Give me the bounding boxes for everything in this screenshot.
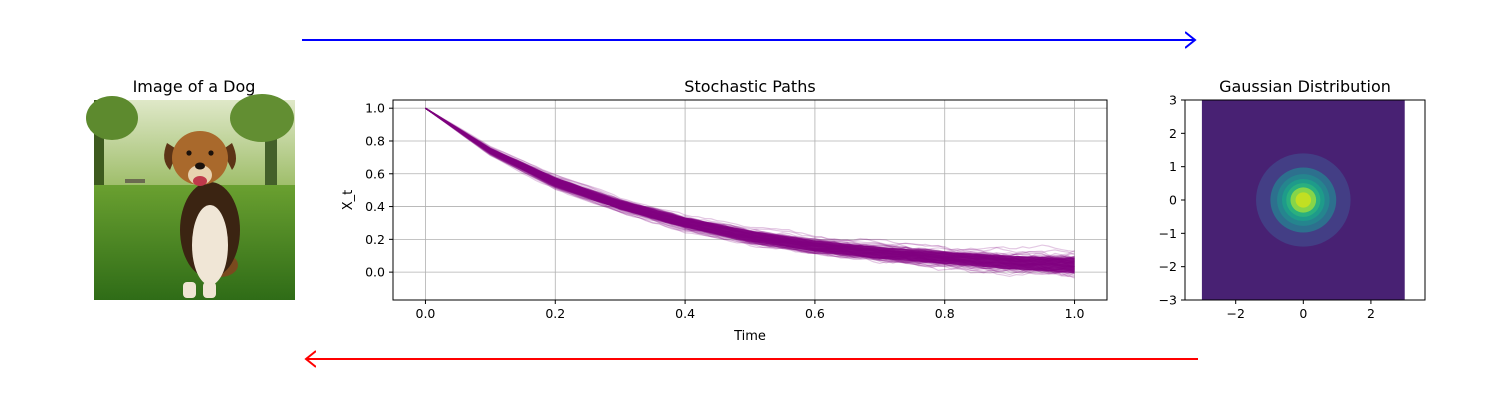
- stochastic-path: [425, 107, 1075, 278]
- y-tick-label: 0.4: [365, 199, 385, 214]
- x-tick-label: 0.2: [545, 306, 565, 321]
- stochastic-path: [425, 107, 1075, 277]
- x-tick-label: 1.0: [1065, 306, 1085, 321]
- gaussian-ticks: −2 0 2 −3 −2 −1 0 1 2 3: [1159, 93, 1375, 322]
- gauss-x-tick-label: −2: [1226, 306, 1244, 321]
- stochastic-path: [425, 107, 1075, 273]
- gauss-y-tick-label: −3: [1159, 293, 1177, 308]
- stochastic-path: [425, 107, 1075, 276]
- stochastic-path: [425, 107, 1075, 253]
- x-tick-label: 0.0: [416, 306, 436, 321]
- stochastic-path: [425, 107, 1075, 272]
- gauss-y-tick-label: 1: [1169, 159, 1177, 174]
- y-tick-label: 0.0: [365, 265, 385, 280]
- dog-image: [86, 94, 295, 300]
- stochastic-path: [425, 107, 1075, 270]
- gauss-x-tick-label: 2: [1367, 306, 1375, 321]
- stochastic-path: [425, 107, 1075, 274]
- paths-grid: [393, 100, 1107, 300]
- stochastic-path: [425, 107, 1075, 272]
- y-tick-label: 1.0: [365, 101, 385, 116]
- stochastic-path: [425, 107, 1075, 274]
- gauss-x-tick-label: 0: [1299, 306, 1307, 321]
- gauss-y-tick-label: −1: [1159, 226, 1177, 241]
- y-tick-label: 0.2: [365, 232, 385, 247]
- stochastic-path: [425, 107, 1075, 274]
- paths-ticks: 0.0 0.2 0.4 0.6 0.8 1.0 0.0 0.2 0.4 0.6 0.8 1.0: [365, 101, 1084, 321]
- stochastic-path: [425, 107, 1075, 270]
- x-tick-label: 0.6: [805, 306, 825, 321]
- path-density-core: [425, 108, 1075, 273]
- stochastic-path: [425, 107, 1075, 279]
- paths-lines: [425, 107, 1075, 279]
- stochastic-path: [425, 107, 1075, 274]
- x-tick-label: 0.8: [935, 306, 955, 321]
- stochastic-path: [425, 107, 1075, 274]
- y-tick-label: 0.8: [365, 133, 385, 148]
- stochastic-path: [425, 107, 1075, 259]
- gauss-y-tick-label: 3: [1169, 93, 1177, 108]
- gaussian-panel-title: Gaussian Distribution: [1219, 77, 1391, 96]
- gaussian-contour-level: [1295, 192, 1312, 208]
- stochastic-path: [425, 107, 1075, 270]
- paths-xlabel: Time: [733, 329, 766, 344]
- stochastic-path: [425, 107, 1075, 278]
- stochastic-path: [425, 107, 1075, 273]
- dog-panel-title: Image of a Dog: [133, 77, 256, 96]
- gaussian-heatmap: [1201, 100, 1405, 300]
- paths-ylabel: X_t: [341, 190, 356, 211]
- stochastic-path: [425, 107, 1075, 272]
- paths-axes-frame: [392, 99, 1108, 301]
- paths-panel-title: Stochastic Paths: [684, 77, 815, 96]
- gauss-y-tick-label: 2: [1169, 126, 1177, 141]
- gauss-y-tick-label: 0: [1169, 193, 1177, 208]
- x-tick-label: 0.4: [675, 306, 695, 321]
- gauss-y-tick-label: −2: [1159, 259, 1177, 274]
- y-tick-label: 0.6: [365, 166, 385, 181]
- stochastic-path: [425, 107, 1075, 273]
- stochastic-path: [425, 107, 1075, 273]
- stochastic-path: [425, 107, 1075, 277]
